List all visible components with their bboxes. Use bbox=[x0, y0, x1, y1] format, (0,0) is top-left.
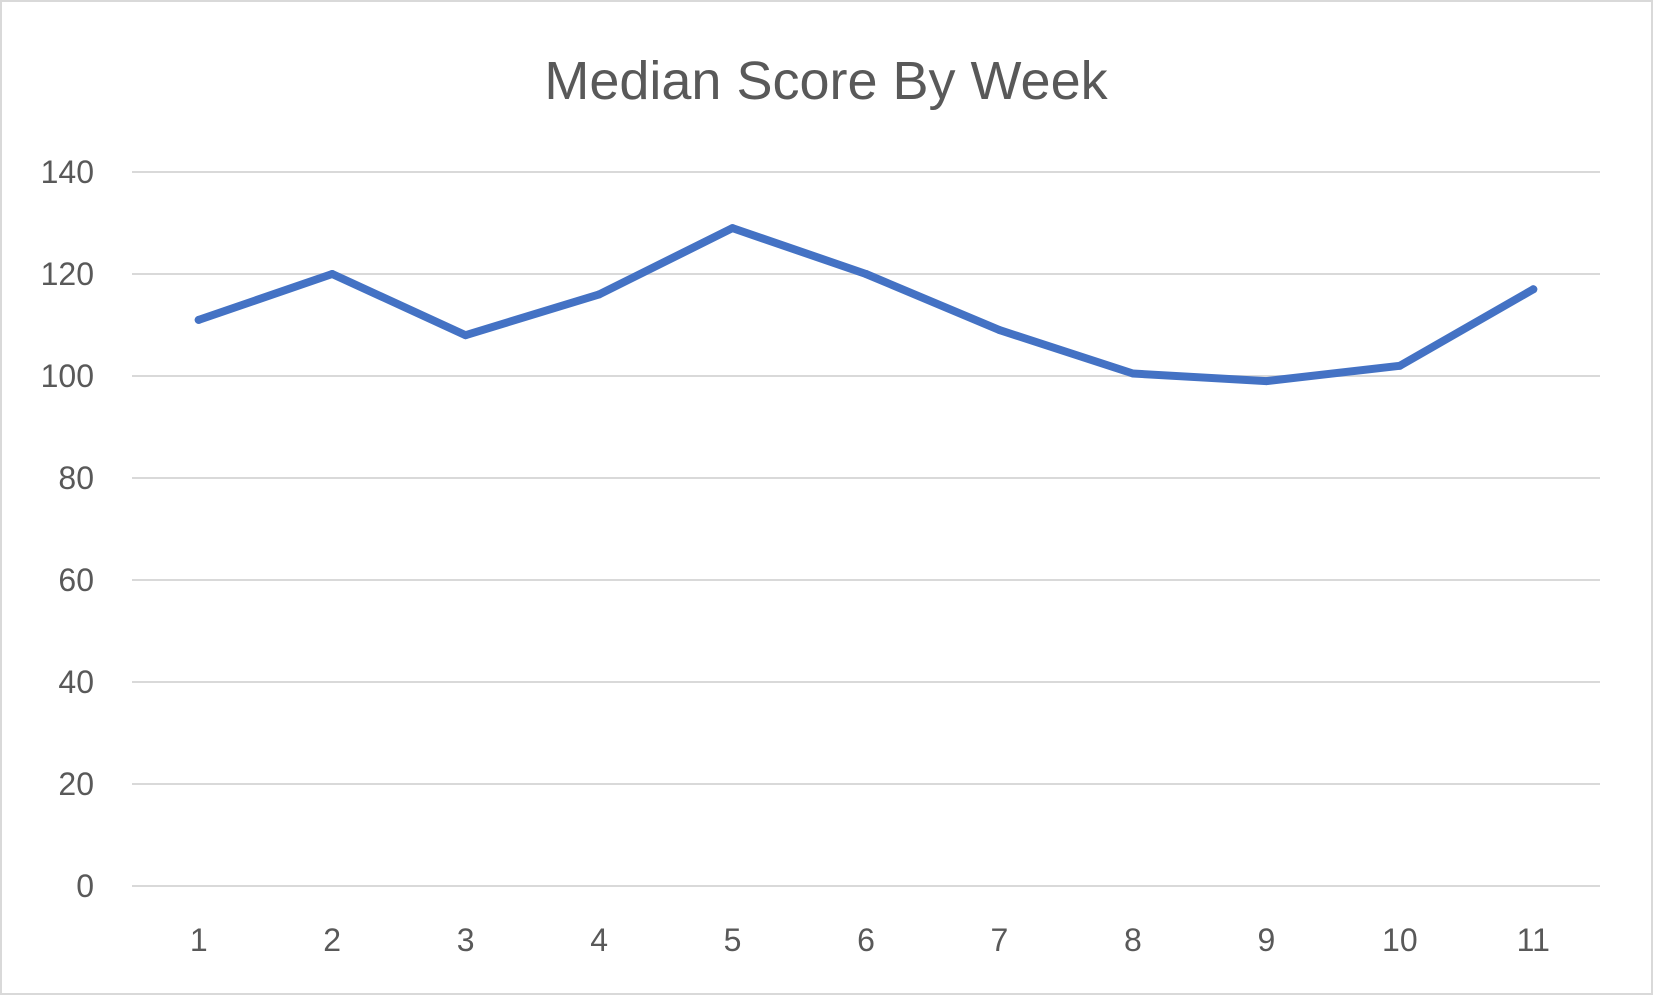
x-tick-label: 10 bbox=[1382, 922, 1418, 958]
x-tick-label: 6 bbox=[857, 922, 875, 958]
data-point-week-2 bbox=[328, 270, 337, 278]
data-point-week-5 bbox=[728, 224, 737, 233]
y-axis-tick-labels: 0 20 40 60 80 100 120 140 bbox=[41, 154, 94, 904]
x-tick-label: 7 bbox=[991, 922, 1009, 958]
x-tick-label: 2 bbox=[323, 922, 341, 958]
series-line bbox=[194, 224, 1538, 386]
data-point-week-3 bbox=[461, 331, 470, 340]
y-tick-label: 0 bbox=[76, 868, 94, 904]
x-tick-label: 4 bbox=[590, 922, 608, 958]
data-point-week-9 bbox=[1262, 377, 1271, 386]
data-point-week-6 bbox=[862, 270, 870, 278]
x-tick-label: 8 bbox=[1124, 922, 1142, 958]
x-tick-label: 5 bbox=[724, 922, 742, 958]
x-axis-tick-labels: 1 2 3 4 5 6 7 8 9 10 11 bbox=[190, 922, 1550, 958]
y-tick-label: 80 bbox=[58, 460, 94, 496]
data-point-week-1 bbox=[194, 315, 203, 324]
series-group bbox=[194, 224, 1538, 386]
data-point-week-8 bbox=[1128, 369, 1137, 378]
gridlines bbox=[132, 171, 1600, 887]
y-tick-label: 20 bbox=[58, 766, 94, 802]
y-tick-label: 40 bbox=[58, 664, 94, 700]
x-tick-label: 1 bbox=[190, 922, 208, 958]
x-tick-label: 11 bbox=[1517, 922, 1550, 958]
y-tick-label: 100 bbox=[41, 358, 94, 394]
chart-title: Median Score By Week bbox=[544, 51, 1108, 111]
data-point-week-7 bbox=[995, 326, 1004, 335]
data-point-week-4 bbox=[595, 290, 604, 299]
data-point-week-10 bbox=[1395, 361, 1404, 370]
x-tick-label: 3 bbox=[457, 922, 475, 958]
x-tick-label: 9 bbox=[1257, 922, 1275, 958]
data-point-week-11 bbox=[1529, 285, 1538, 294]
y-tick-label: 140 bbox=[41, 154, 94, 190]
y-tick-label: 120 bbox=[41, 256, 94, 292]
y-tick-label: 60 bbox=[58, 562, 94, 598]
